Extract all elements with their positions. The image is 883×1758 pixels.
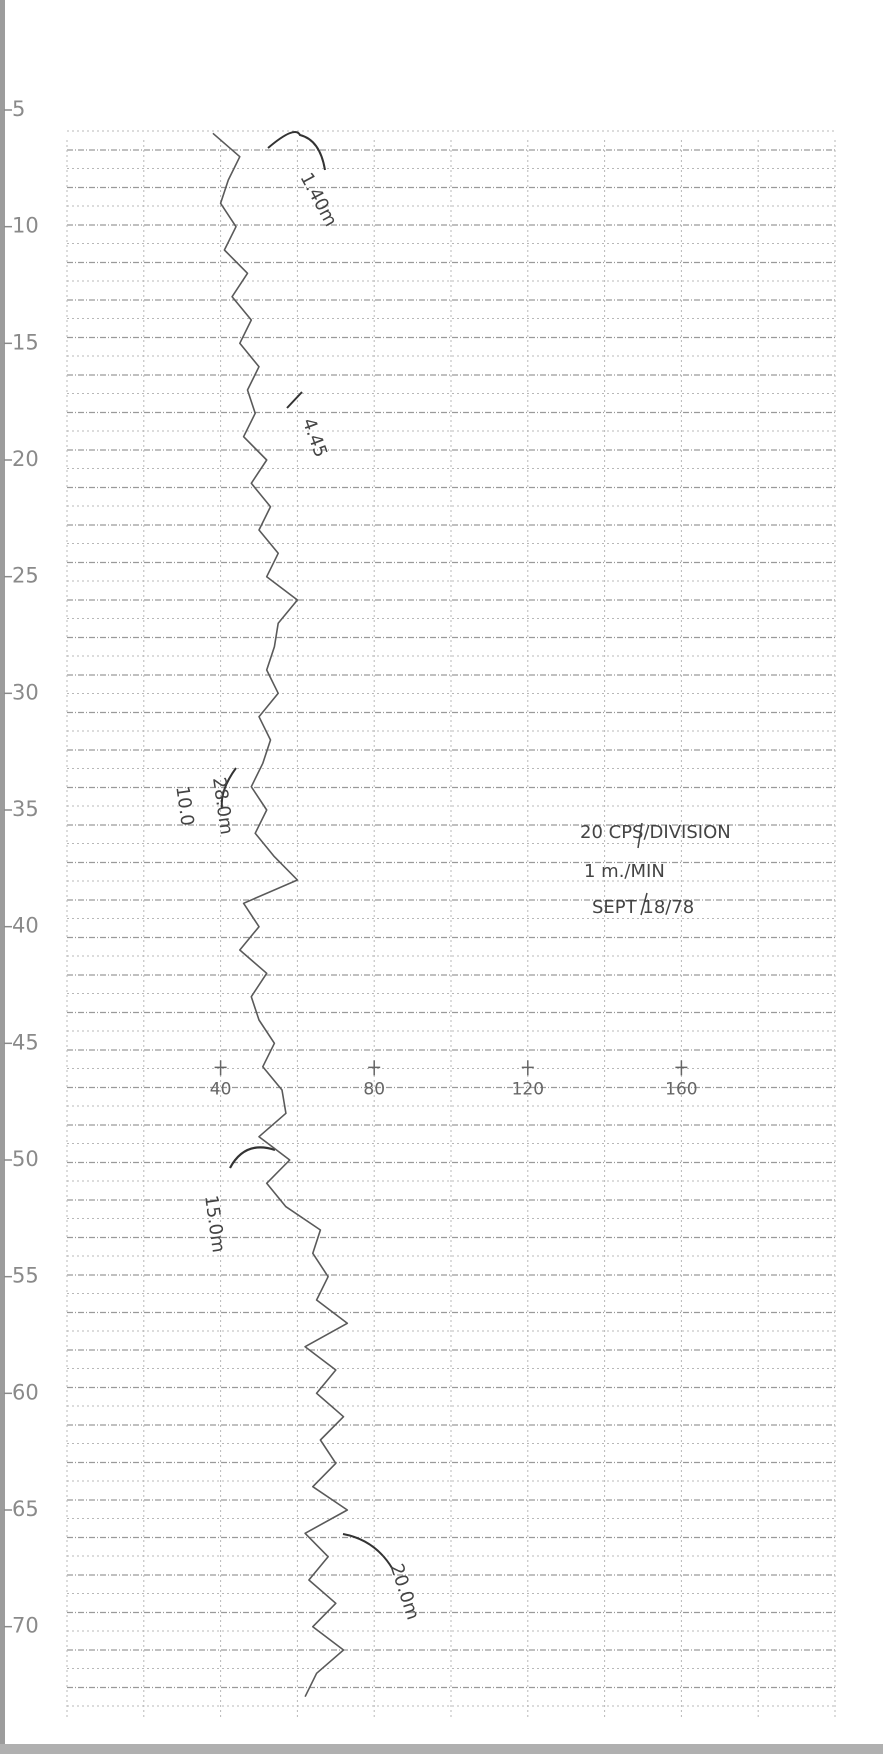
y-tick-label: 20 <box>12 447 39 471</box>
y-tick-label: 30 <box>12 680 39 704</box>
y-tick-label: 10 <box>12 214 39 238</box>
annotation: 4.45 <box>298 415 331 460</box>
annotation: 20 CPS/DIVISION <box>580 822 731 843</box>
annotation: SEPT 18/78 <box>592 897 694 918</box>
annotation-stroke <box>342 1533 393 1569</box>
y-tick-label: 40 <box>12 914 39 938</box>
annotation-stroke <box>286 391 303 409</box>
y-tick-label: 55 <box>12 1264 39 1288</box>
annotation: 1 m./MIN <box>584 861 665 882</box>
y-tick-label: 5 <box>12 97 25 121</box>
annotation: 28.0m <box>208 776 237 836</box>
y-tick-label: 65 <box>12 1497 39 1521</box>
annotation-stroke <box>220 767 237 809</box>
x-tick-label: 160 <box>665 1079 697 1099</box>
y-tick-label: 15 <box>12 330 39 354</box>
x-tick <box>368 1060 381 1076</box>
annotation-stroke <box>637 822 648 916</box>
annotation-stroke <box>229 1146 276 1169</box>
trace-line <box>212 132 349 1698</box>
paper-edge <box>0 1744 883 1754</box>
annotation: 1.40m <box>296 169 342 230</box>
paper-edge <box>0 0 5 1754</box>
x-tick-label: 120 <box>512 1079 544 1099</box>
x-tick <box>521 1060 534 1076</box>
y-tick-label: 50 <box>12 1147 39 1171</box>
annotation: 15.0m <box>200 1194 229 1254</box>
annotation: 10.0 <box>171 785 197 828</box>
x-tick-label: 80 <box>363 1079 385 1099</box>
x-tick <box>675 1060 688 1076</box>
grid: 5 10 15 20 25 30 35 40 45 50 55 60 65 70 40 80 120 160 <box>4 97 836 1720</box>
y-tick-label: 35 <box>12 797 39 821</box>
y-tick-label: 25 <box>12 564 39 588</box>
x-tick <box>214 1060 227 1076</box>
y-tick-label: 70 <box>12 1614 39 1638</box>
annotation-stroke <box>267 131 326 171</box>
x-tick-label: 40 <box>210 1079 232 1099</box>
annotation: 20.0m <box>386 1561 424 1622</box>
y-tick-label: 45 <box>12 1030 39 1054</box>
y-tick-label: 60 <box>12 1380 39 1404</box>
